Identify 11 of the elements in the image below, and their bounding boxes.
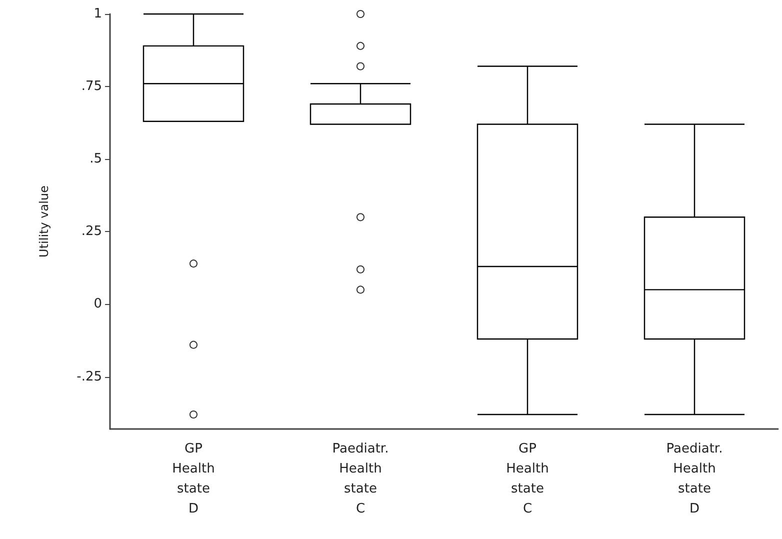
x-tick-label: GP Health state D [172, 442, 215, 516]
y-tick-label: .5 [90, 152, 102, 167]
y-tick-label: .75 [81, 79, 102, 94]
x-tick-label: Paediatr. Health state C [332, 442, 389, 516]
x-tick-label: GP Health state C [506, 442, 549, 516]
y-tick-label: -.25 [76, 369, 102, 384]
y-tick-label: 1 [94, 6, 102, 22]
y-tick-label: 0 [94, 296, 102, 312]
x-tick-label: Paediatr. Health state D [666, 442, 723, 516]
y-axis-title: Utility value [37, 186, 51, 258]
y-tick-label: .25 [81, 224, 102, 240]
